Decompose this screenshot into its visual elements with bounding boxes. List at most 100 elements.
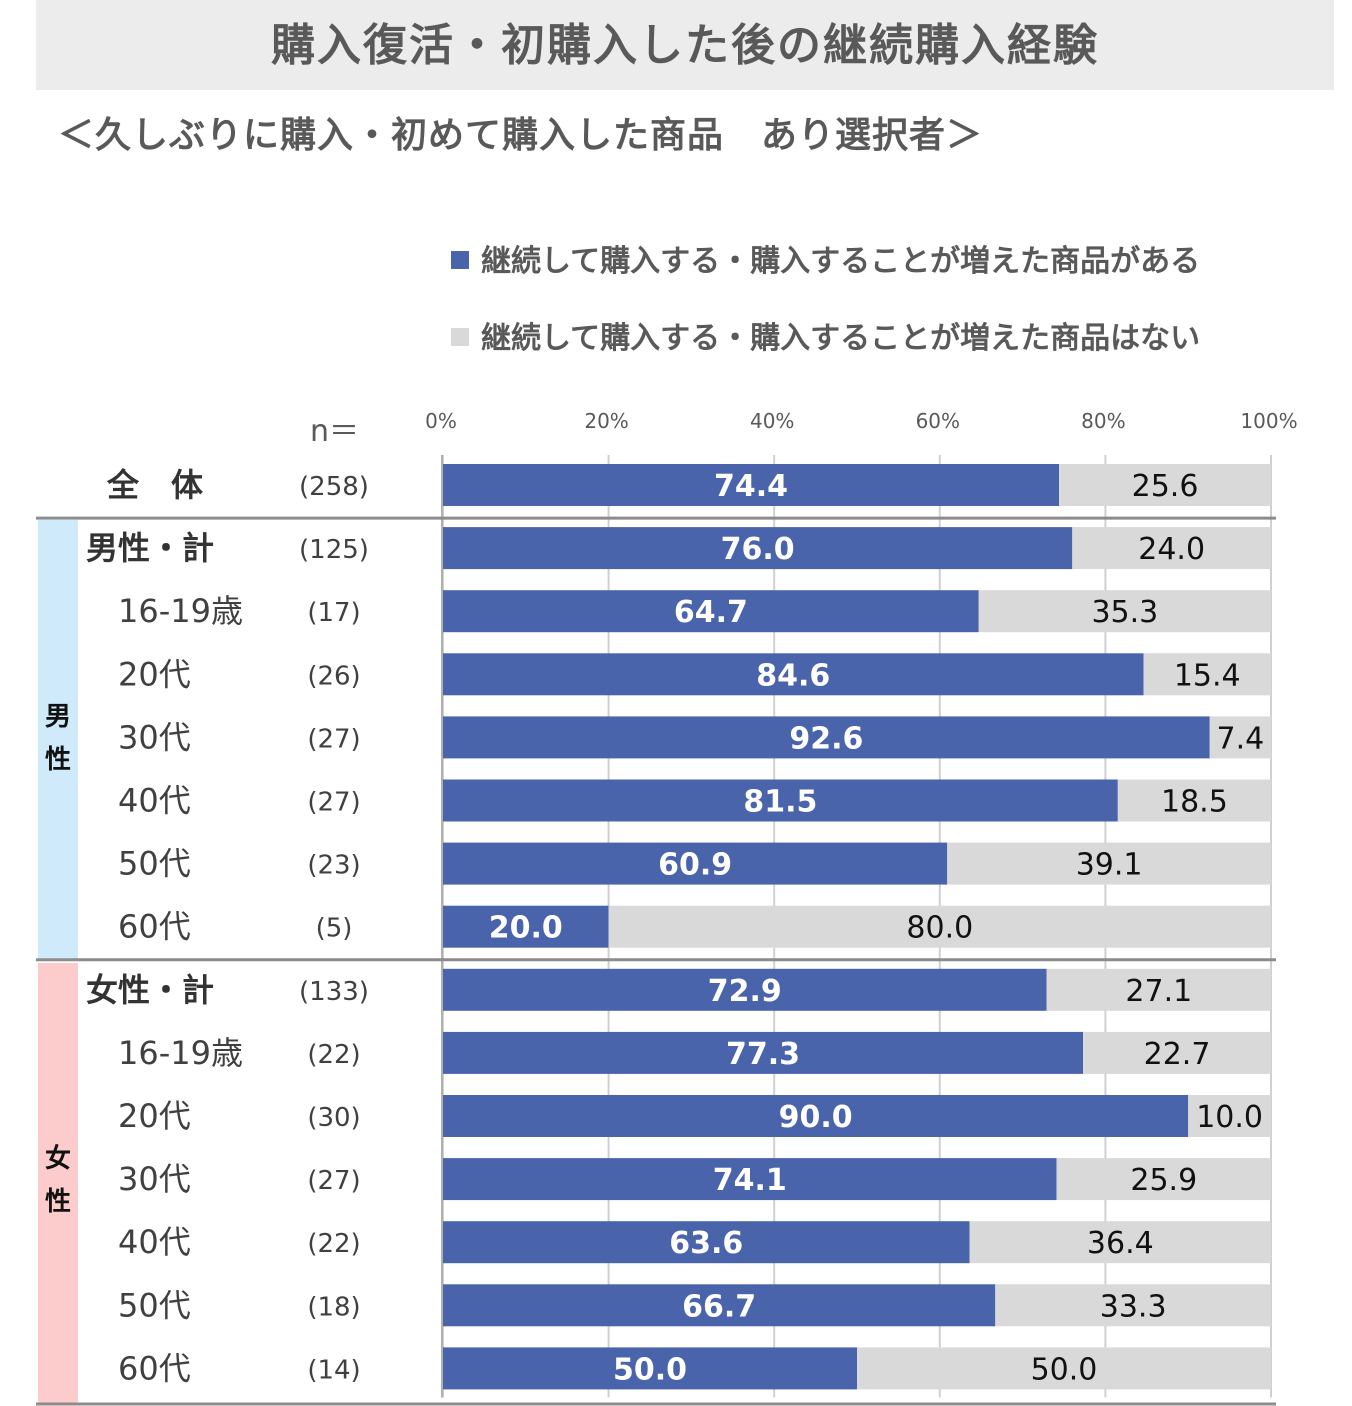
bar-series1	[443, 1221, 970, 1264]
data-label-series1: 66.7	[682, 1289, 756, 1324]
female-label: 女性	[44, 1144, 71, 1217]
category-label: 20代	[118, 1097, 191, 1135]
n-value: (22)	[307, 1229, 360, 1259]
category-label: 30代	[118, 1160, 191, 1198]
female-band	[38, 963, 78, 1403]
male-label: 男性	[44, 702, 71, 775]
data-label-series1: 84.6	[756, 658, 830, 693]
bar-series1	[443, 905, 609, 948]
data-label-series2: 39.1	[1076, 848, 1143, 883]
bar-series2	[1209, 716, 1271, 759]
data-label-series2: 10.0	[1196, 1100, 1263, 1135]
legend-label-series1: 継続して購入する・購入することが増えた商品がある	[481, 244, 1201, 279]
data-label-series2: 25.9	[1130, 1163, 1197, 1198]
x-tick-label: 0%	[425, 409, 457, 433]
category-label: 40代	[118, 1223, 191, 1261]
title-band	[36, 0, 1334, 90]
n-value: (14)	[307, 1355, 360, 1385]
legend-item-series1: 継続して購入する・購入することが増えた商品がある	[451, 236, 1200, 280]
bar-series2	[1056, 1158, 1271, 1201]
category-label: 女性・計	[86, 971, 214, 1009]
category-label: 50代	[118, 1286, 191, 1324]
data-label-series1: 90.0	[779, 1100, 853, 1135]
legend-swatch-series2	[451, 327, 469, 346]
category-label: 50代	[118, 845, 191, 883]
bar-series1	[443, 1347, 857, 1390]
n-value: (27)	[307, 1166, 360, 1196]
chart-subtitle: ＜久しぶりに購入・初めて購入した商品 あり選択者＞	[58, 115, 984, 156]
category-label: 60代	[118, 908, 191, 946]
bar-series1	[443, 590, 979, 633]
n-value: (27)	[307, 788, 360, 818]
data-label-series1: 50.0	[613, 1352, 687, 1387]
category-label: 60代	[118, 1349, 191, 1387]
bar-series1	[443, 527, 1073, 570]
bar-series2	[857, 1347, 1271, 1390]
bar-series2	[1143, 653, 1271, 696]
data-label-series2: 7.4	[1217, 721, 1265, 756]
category-label: 16-19歳	[118, 1034, 243, 1072]
bar-series2	[995, 1284, 1271, 1327]
data-label-series2: 36.4	[1087, 1226, 1154, 1261]
data-label-series1: 63.6	[669, 1226, 743, 1261]
x-tick-label: 100%	[1240, 409, 1297, 433]
male-band	[38, 520, 78, 961]
n-label: n＝	[310, 414, 360, 449]
data-label-series1: 76.0	[721, 532, 795, 567]
n-value: (18)	[307, 1292, 360, 1322]
data-label-series1: 74.1	[713, 1163, 787, 1198]
n-value: (125)	[299, 535, 369, 565]
legend-item-series2: 継続して購入する・購入することが増えた商品はない	[451, 313, 1200, 357]
data-label-series2: 27.1	[1125, 974, 1192, 1009]
x-tick-label: 80%	[1081, 409, 1125, 433]
n-value: (5)	[316, 914, 353, 944]
n-value: (258)	[299, 472, 369, 502]
data-label-series1: 60.9	[658, 848, 732, 883]
bar-series1	[443, 1031, 1084, 1074]
n-value: (17)	[307, 598, 360, 628]
data-label-series2: 33.3	[1100, 1289, 1167, 1324]
data-label-series2: 25.6	[1132, 469, 1199, 504]
bar-series2	[1188, 1095, 1271, 1137]
legend-swatch-series1	[451, 250, 469, 269]
data-label-series2: 18.5	[1161, 785, 1228, 820]
n-value: (133)	[299, 977, 369, 1007]
x-tick-label: 20%	[584, 409, 628, 433]
category-label: 30代	[118, 718, 191, 756]
n-value: (27)	[307, 724, 360, 754]
chart-title: 購入復活・初購入した後の継続購入経験	[271, 20, 1099, 71]
n-value: (22)	[307, 1040, 360, 1070]
bar-series2	[1072, 527, 1271, 570]
bar-series1	[443, 842, 948, 885]
data-label-series1: 77.3	[726, 1037, 800, 1072]
data-label-series2: 15.4	[1174, 658, 1241, 693]
category-label: 16-19歳	[118, 592, 243, 630]
n-value: (30)	[307, 1103, 360, 1133]
category-label: 全 体	[106, 466, 203, 504]
data-label-series2: 24.0	[1138, 532, 1205, 567]
bar-series1	[443, 1095, 1189, 1137]
x-tick-label: 40%	[750, 409, 794, 433]
data-label-series2: 50.0	[1031, 1352, 1098, 1387]
bar-series1	[443, 464, 1060, 506]
category-label: 20代	[118, 655, 191, 693]
bar-series2	[1046, 968, 1271, 1011]
bar-series2	[969, 1221, 1271, 1264]
bar-series2	[1117, 779, 1271, 822]
x-tick-label: 60%	[916, 409, 960, 433]
bar-series2	[1083, 1031, 1271, 1074]
bar-series1	[443, 779, 1118, 822]
bar-series1	[443, 716, 1210, 759]
bar-series2	[1059, 464, 1271, 506]
bar-series1	[443, 653, 1144, 696]
data-label-series2: 35.3	[1091, 595, 1158, 630]
data-label-series1: 64.7	[674, 595, 748, 630]
data-label-series1: 20.0	[489, 911, 563, 946]
bar-series2	[978, 590, 1271, 633]
data-label-series2: 22.7	[1144, 1037, 1211, 1072]
bar-series1	[443, 1284, 996, 1327]
n-value: (26)	[307, 661, 360, 691]
data-label-series1: 74.4	[714, 469, 788, 504]
data-label-series1: 72.9	[708, 974, 782, 1009]
